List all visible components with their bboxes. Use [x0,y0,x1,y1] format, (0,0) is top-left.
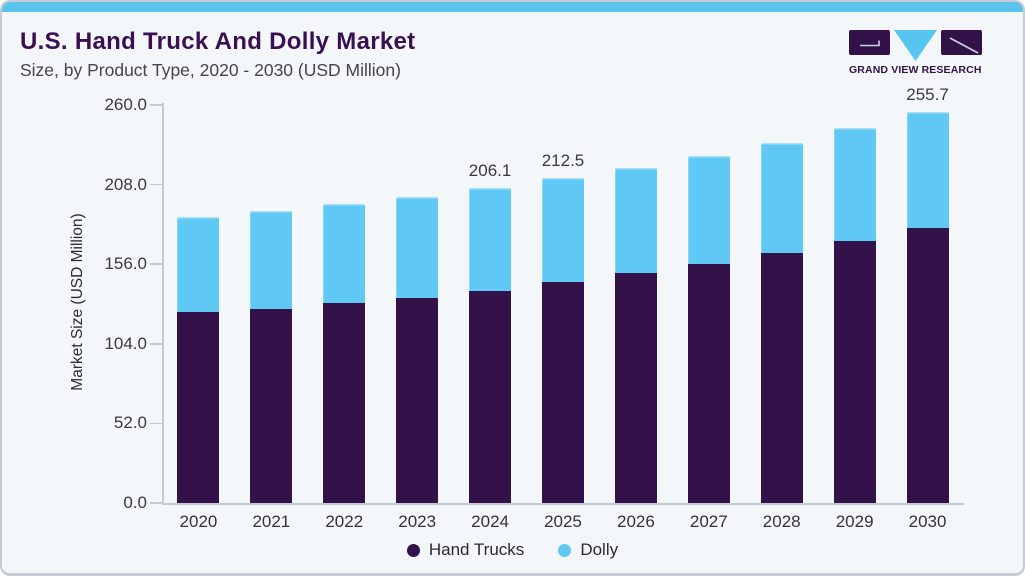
y-tick-mark [150,263,162,265]
x-tick-label-2030: 2030 [908,512,947,531]
bar-segment-hand-trucks-2029 [833,241,876,503]
y-tick-mark [150,104,162,106]
bar-segment-dolly-2024 [469,187,512,291]
x-tick-label-2022: 2022 [325,512,364,531]
y-tick-label: 156.0 [104,254,147,274]
legend-item-dolly: Dolly [558,540,618,560]
x-tick-label-2025: 2025 [544,512,582,531]
y-axis-title: Market Size (USD Million) [69,213,86,391]
legend-item-hand-trucks: Hand Trucks [406,540,525,560]
bar-segment-dolly-2020 [177,216,220,313]
total-label-2025: 212.5 [541,150,585,170]
x-tick-label-2020: 2020 [179,512,218,531]
x-tick-label-2027: 2027 [689,512,728,531]
logo-wordmark: GRAND VIEW RESEARCH [849,64,983,76]
bar-segment-hand-trucks-2022 [323,302,366,503]
bar-segment-hand-trucks-2028 [760,252,803,503]
chart-subtitle: Size, by Product Type, 2020 - 2030 (USD … [20,60,401,80]
grand-view-research-logo: GRAND VIEW RESEARCH [847,28,995,81]
y-tick-mark [150,502,162,504]
bar-segment-hand-trucks-2020 [177,312,220,503]
bar-segment-dolly-2027 [687,155,730,264]
x-axis-baseline [162,503,964,505]
bar-segment-dolly-2022 [323,204,366,303]
y-tick-label: 208.0 [104,174,147,194]
x-tick-label-2028: 2028 [762,512,801,531]
y-tick-label: 104.0 [104,333,147,353]
legend: Hand Trucks Dolly [2,540,1023,560]
bar-segment-dolly-2030 [906,111,949,229]
bar-segment-dolly-2021 [250,211,293,310]
y-tick-mark [150,422,162,425]
bar-segment-hand-trucks-2025 [542,282,584,503]
legend-label: Dolly [580,540,619,559]
y-tick-mark [150,343,162,345]
total-label-2030: 255.7 [906,84,949,104]
bar-segment-hand-trucks-2027 [687,263,730,503]
accent-strip [2,2,1023,12]
x-tick-label-2021: 2021 [252,512,291,531]
y-axis-line [162,103,164,504]
bar-segment-hand-trucks-2021 [250,309,293,503]
bar-segment-dolly-2028 [760,142,803,253]
legend-dot-icon [406,543,420,557]
x-tick-label-2026: 2026 [616,512,655,531]
bar-segment-hand-trucks-2023 [396,297,439,503]
y-tick-label: 0.0 [123,493,147,512]
bar-segment-hand-trucks-2030 [906,228,949,503]
y-tick-mark [150,183,162,186]
legend-label: Hand Trucks [428,540,525,559]
legend-dot-icon [558,543,572,557]
bar-segment-dolly-2029 [833,127,876,242]
bar-segment-dolly-2023 [396,196,439,298]
bar-segment-hand-trucks-2026 [614,273,657,503]
x-tick-label-2029: 2029 [835,512,874,531]
gvr-logo-icon: GRAND VIEW RESEARCH [849,30,983,76]
total-label-2024: 206.1 [468,160,512,180]
y-tick-label: 260.0 [104,95,147,114]
chart-title: U.S. Hand Truck And Dolly Market [20,28,416,55]
x-tick-label-2023: 2023 [398,512,437,531]
bar-segment-hand-trucks-2024 [469,290,512,503]
y-tick-label: 52.0 [113,413,147,433]
bar-segment-dolly-2025 [542,177,584,283]
bar-segment-dolly-2026 [614,167,657,274]
x-tick-label-2024: 2024 [471,512,509,531]
